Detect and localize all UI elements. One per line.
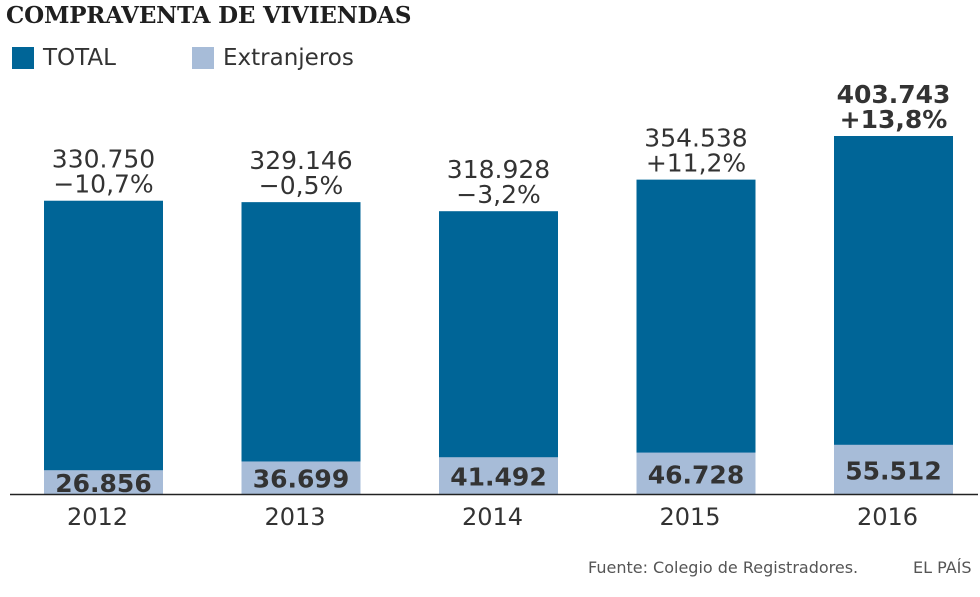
total-label-2013: 329.146	[249, 146, 352, 175]
legend-label-total: TOTAL	[43, 45, 116, 71]
bar-extranjeros-2013	[241, 461, 361, 494]
brand-label: EL PAÍS	[913, 558, 972, 577]
legend-label-extranjeros: Extranjeros	[223, 45, 354, 71]
extranjeros-label-2012: 26.856	[55, 469, 151, 498]
legend-swatch-total	[12, 47, 34, 69]
legend-item-total: TOTAL	[12, 45, 116, 71]
x-tick-2013: 2013	[264, 503, 325, 531]
change-label-2013: −0,5%	[259, 171, 343, 200]
x-tick-2014: 2014	[462, 503, 523, 531]
bar-extranjeros-2012	[44, 470, 163, 494]
bars-group	[44, 136, 953, 495]
legend-item-extranjeros: Extranjeros	[192, 45, 354, 71]
extranjeros-label-2013: 36.699	[253, 465, 349, 494]
extranjeros-label-2014: 41.492	[450, 463, 546, 492]
chart-title: COMPRAVENTA DE VIVIENDAS	[6, 2, 412, 29]
bar-total-2012	[44, 200, 163, 494]
total-label-2014: 318.928	[447, 155, 550, 184]
extranjeros-label-2016: 55.512	[845, 456, 941, 485]
change-label-2016: +13,8%	[840, 105, 948, 134]
bar-extranjeros-2014	[439, 457, 558, 494]
change-label-2015: +11,2%	[646, 149, 746, 178]
bar-extranjeros-2015	[636, 452, 756, 494]
x-tick-2012: 2012	[67, 503, 128, 531]
source-note: Fuente: Colegio de Registradores.	[588, 558, 859, 577]
bar-total-2014	[439, 211, 558, 494]
total-label-2016: 403.743	[837, 80, 951, 109]
total-label-2015: 354.538	[644, 124, 747, 153]
bar-total-2013	[241, 202, 361, 494]
bar-extranjeros-2016	[834, 444, 953, 494]
change-label-2012: −10,7%	[53, 170, 153, 199]
x-tick-2015: 2015	[659, 503, 720, 531]
labels-group: 330.750−10,7% 26.856 329.146−0,5% 36.699 318…	[52, 80, 951, 498]
change-label-2014: −3,2%	[456, 180, 540, 209]
total-label-2012: 330.750	[52, 145, 155, 174]
bar-total-2016	[834, 136, 953, 494]
x-axis-ticks: 2012 2013 2014 2015 2016	[67, 503, 918, 531]
bar-total-2015	[636, 179, 756, 495]
x-tick-2016: 2016	[857, 503, 918, 531]
extranjeros-label-2015: 46.728	[648, 460, 744, 489]
legend-swatch-extranjeros	[192, 47, 214, 69]
